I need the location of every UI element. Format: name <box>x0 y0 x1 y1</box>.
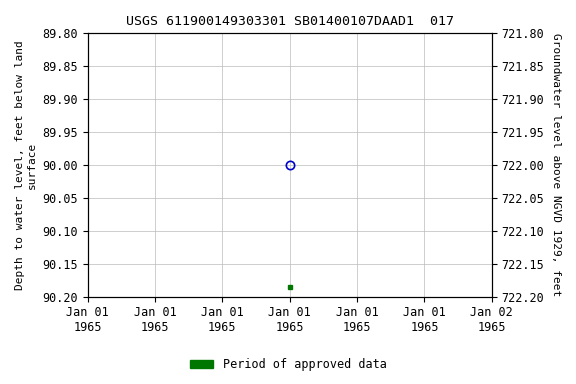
Y-axis label: Groundwater level above NGVD 1929, feet: Groundwater level above NGVD 1929, feet <box>551 33 561 297</box>
Legend: Period of approved data: Period of approved data <box>185 354 391 376</box>
Title: USGS 611900149303301 SB01400107DAAD1  017: USGS 611900149303301 SB01400107DAAD1 017 <box>126 15 454 28</box>
Y-axis label: Depth to water level, feet below land
surface: Depth to water level, feet below land su… <box>15 40 37 290</box>
